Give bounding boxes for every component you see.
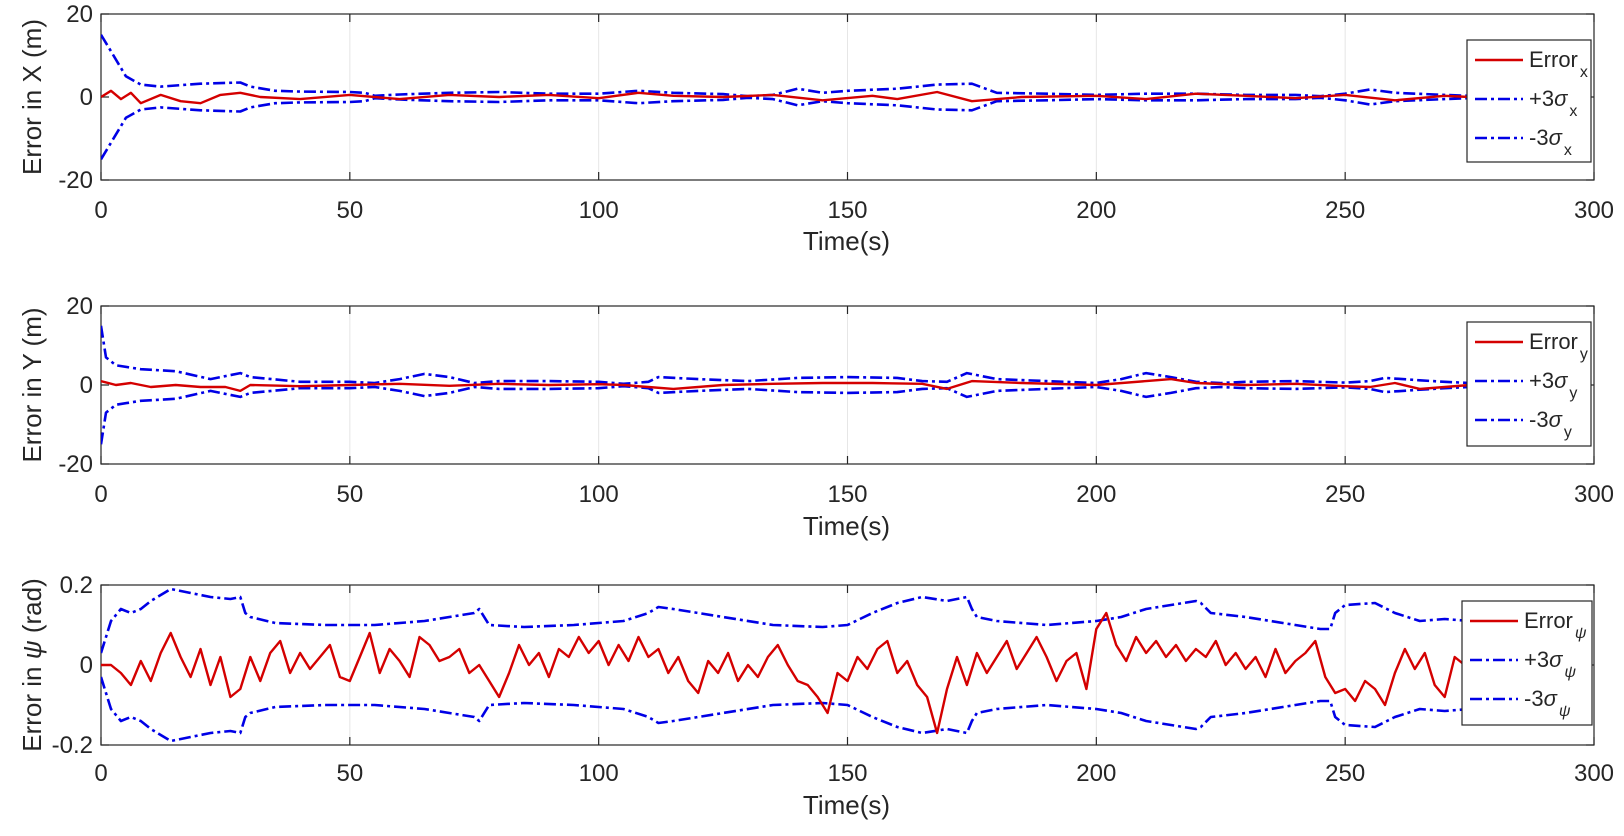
legend-subscript: y bbox=[1580, 346, 1588, 363]
legend-entry-text: +3 bbox=[1529, 86, 1554, 111]
series-line-minus-3sigma bbox=[101, 96, 1470, 160]
series-line-error bbox=[101, 377, 1470, 393]
series-line-minus-3sigma bbox=[101, 384, 1470, 445]
x-tick-label: 300 bbox=[1574, 197, 1614, 224]
x-tick-label: 50 bbox=[336, 760, 363, 787]
y-tick-label: 20 bbox=[66, 1, 93, 28]
series-line-plus-3sigma bbox=[101, 34, 1470, 98]
x-tick-label: 0 bbox=[94, 481, 107, 508]
y-tick-label: -20 bbox=[58, 451, 93, 478]
y-tick-label: 0.2 bbox=[60, 572, 93, 599]
y-tick-label: 0 bbox=[80, 84, 93, 111]
legend-entry-text: -3 bbox=[1524, 686, 1544, 711]
x-axis-label: Time(s) bbox=[803, 226, 890, 256]
legend-subscript: ψ bbox=[1575, 625, 1587, 642]
x-tick-label: 50 bbox=[336, 481, 363, 508]
x-tick-label: 100 bbox=[579, 760, 619, 787]
y-axis-label: Error in Y (m) bbox=[17, 307, 47, 462]
y-axis-label-suffix: (rad) bbox=[17, 578, 47, 640]
legend-entry-label: -3σx bbox=[1529, 125, 1572, 159]
x-tick-label: 0 bbox=[94, 760, 107, 787]
legend-entry-label: Errorx bbox=[1529, 47, 1588, 81]
x-axis-label: Time(s) bbox=[803, 511, 890, 541]
y-axis-label-prefix: Error in bbox=[17, 659, 47, 751]
y-axis-label-symbol: ψ bbox=[17, 640, 47, 659]
x-tick-label: 200 bbox=[1076, 481, 1116, 508]
legend-entry-label: +3σx bbox=[1529, 86, 1577, 120]
x-tick-label: 100 bbox=[579, 197, 619, 224]
legend-entry-text: Error bbox=[1529, 329, 1578, 354]
y-tick-label: 0 bbox=[80, 652, 93, 679]
x-tick-label: 250 bbox=[1325, 197, 1365, 224]
legend-subscript: x bbox=[1564, 142, 1572, 159]
legend-sigma: σ bbox=[1554, 86, 1568, 111]
x-tick-label: 200 bbox=[1076, 197, 1116, 224]
legend-subscript: y bbox=[1569, 385, 1577, 402]
legend-sigma: σ bbox=[1549, 407, 1563, 432]
legend-entry-text: +3 bbox=[1524, 647, 1549, 672]
legend-entry-label: -3σψ bbox=[1524, 686, 1571, 720]
legend-subscript: x bbox=[1580, 64, 1588, 81]
legend-entry-text: -3 bbox=[1529, 125, 1549, 150]
series-line-minus-3sigma bbox=[101, 676, 1470, 743]
legend-entry-label: -3σy bbox=[1529, 407, 1572, 441]
legend-entry-label: +3σψ bbox=[1524, 647, 1576, 681]
legend-subscript: x bbox=[1569, 103, 1577, 120]
legend-sigma: σ bbox=[1549, 647, 1563, 672]
x-tick-label: 50 bbox=[336, 197, 363, 224]
x-tick-label: 150 bbox=[827, 197, 867, 224]
x-tick-label: 150 bbox=[827, 481, 867, 508]
legend-entry-label: Errorψ bbox=[1524, 608, 1587, 642]
x-tick-label: 250 bbox=[1325, 760, 1365, 787]
y-axis-label: Error in X (m) bbox=[17, 19, 47, 175]
x-tick-label: 300 bbox=[1574, 481, 1614, 508]
legend-entry-text: Error bbox=[1524, 608, 1573, 633]
legend-subscript: y bbox=[1564, 424, 1572, 441]
legend-subscript: ψ bbox=[1564, 664, 1576, 681]
legend-sigma: σ bbox=[1554, 368, 1568, 393]
legend-entry-label: +3σy bbox=[1529, 368, 1577, 402]
x-tick-label: 200 bbox=[1076, 760, 1116, 787]
y-axis-label: Error in ψ (rad) bbox=[17, 578, 47, 752]
legend-entry-label: Errory bbox=[1529, 329, 1588, 363]
x-tick-label: 150 bbox=[827, 760, 867, 787]
legend-sigma: σ bbox=[1549, 125, 1563, 150]
y-tick-label: -0.2 bbox=[52, 732, 93, 759]
legend-entry-text: +3 bbox=[1529, 368, 1554, 393]
y-tick-label: 0 bbox=[80, 372, 93, 399]
legend-entry-text: Error bbox=[1529, 47, 1578, 72]
series-line-error bbox=[101, 611, 1466, 735]
x-tick-label: 250 bbox=[1325, 481, 1365, 508]
x-tick-label: 0 bbox=[94, 197, 107, 224]
legend-entry-text: -3 bbox=[1529, 407, 1549, 432]
x-tick-label: 300 bbox=[1574, 760, 1614, 787]
series-line-error bbox=[101, 89, 1470, 105]
y-tick-label: 20 bbox=[66, 293, 93, 320]
series-line-plus-3sigma bbox=[101, 587, 1470, 654]
x-tick-label: 100 bbox=[579, 481, 619, 508]
y-tick-label: -20 bbox=[58, 167, 93, 194]
x-axis-label: Time(s) bbox=[803, 790, 890, 820]
series-line-plus-3sigma bbox=[101, 325, 1470, 386]
legend-sigma: σ bbox=[1544, 686, 1558, 711]
legend-subscript: ψ bbox=[1559, 703, 1571, 720]
